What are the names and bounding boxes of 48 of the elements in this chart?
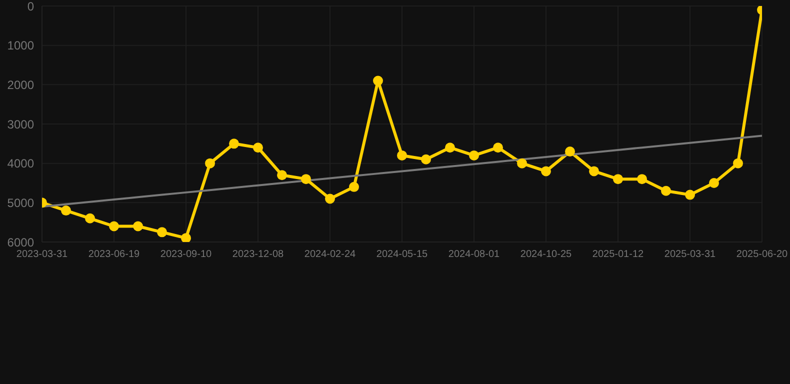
x-tick-label: 2025-03-31 — [664, 249, 716, 260]
y-tick-label: 4000 — [7, 156, 34, 171]
point — [421, 154, 431, 164]
point — [301, 174, 311, 184]
x-tick-label: 2023-03-31 — [16, 249, 68, 260]
point — [493, 142, 503, 153]
point — [205, 158, 215, 168]
y-tick-label: 1000 — [7, 38, 34, 53]
point — [157, 227, 167, 238]
x-tick-label: 2024-05-15 — [376, 249, 428, 260]
point — [565, 146, 575, 157]
point — [109, 221, 119, 232]
point — [637, 174, 647, 184]
point — [85, 213, 95, 224]
point — [397, 150, 407, 160]
point — [253, 142, 263, 153]
line-series — [42, 134, 762, 208]
x-tick-label: 2025-01-12 — [592, 249, 644, 260]
x-tick-label: 2023-09-10 — [160, 249, 212, 260]
point — [709, 178, 719, 188]
point — [325, 194, 335, 204]
point — [589, 166, 599, 176]
x-tick-label: 2025-06-20 — [736, 249, 788, 260]
point — [349, 182, 359, 192]
y-tick-label: 6000 — [7, 235, 34, 250]
x-tick-label: 2023-06-19 — [88, 249, 140, 260]
point — [469, 150, 479, 160]
point — [613, 174, 623, 184]
x-tick-label: 2024-10-25 — [520, 249, 572, 260]
y-tick-label: 3000 — [7, 117, 34, 132]
y-tick-label: 2000 — [7, 78, 34, 92]
point — [133, 221, 143, 232]
point — [661, 186, 671, 196]
point — [517, 158, 527, 168]
x-tick-label: 2024-02-24 — [304, 249, 356, 260]
point — [733, 158, 743, 168]
x-tick-label: 2024-08-01 — [448, 249, 500, 260]
point — [685, 190, 695, 200]
point — [277, 170, 287, 180]
x-tick-label: 2023-12-08 — [232, 249, 284, 260]
y-tick-label: 5000 — [7, 196, 34, 210]
point — [61, 206, 71, 216]
y-tick-label: 0 — [27, 0, 34, 14]
point — [445, 142, 455, 153]
point — [181, 233, 191, 242]
point — [229, 138, 239, 149]
point — [541, 166, 551, 176]
point — [373, 76, 383, 86]
